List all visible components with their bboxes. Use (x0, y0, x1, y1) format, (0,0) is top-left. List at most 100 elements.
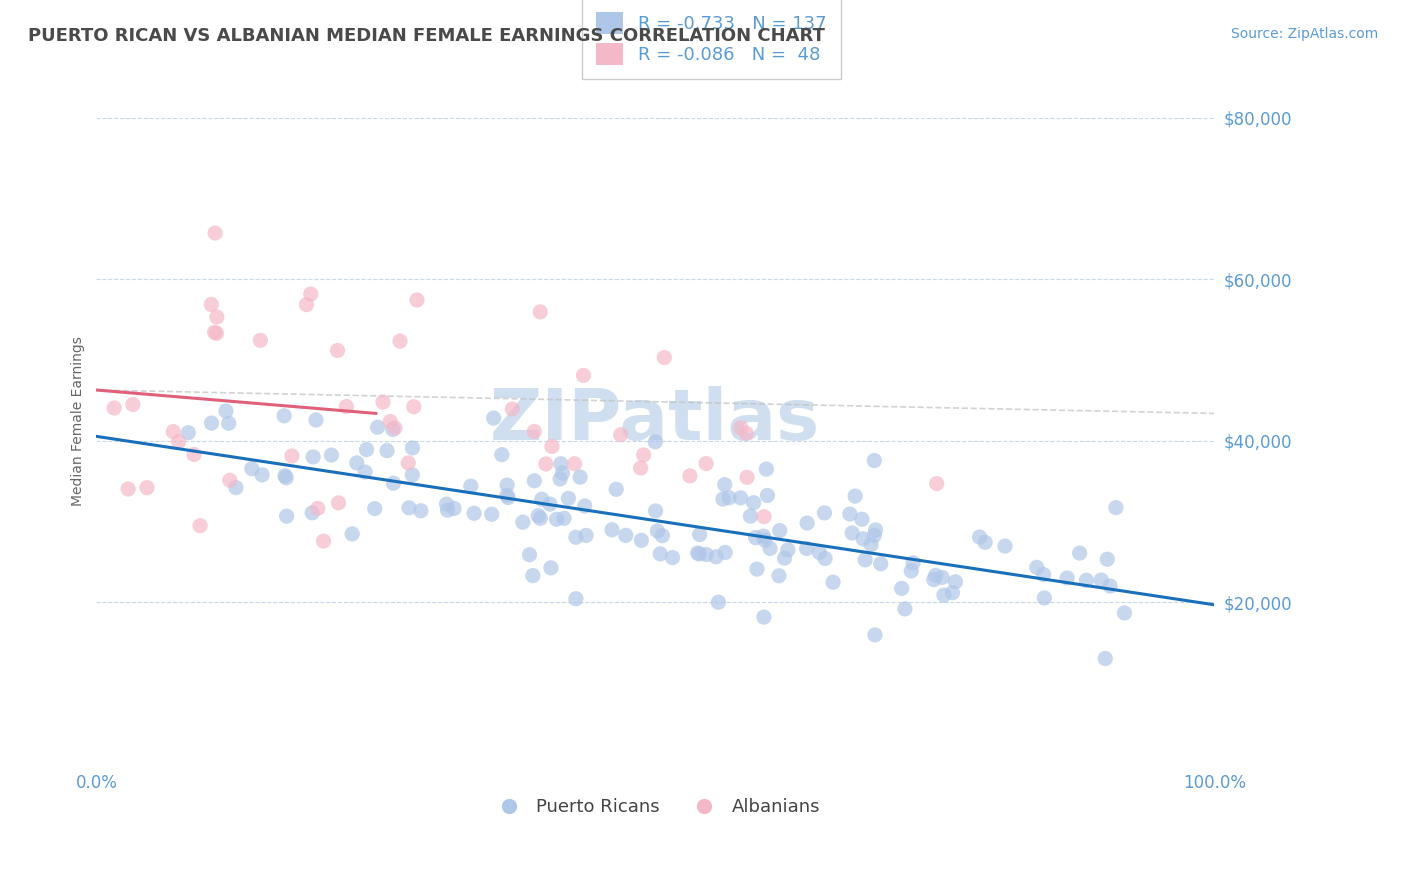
Point (305, 413, 328, 427)
Point (900, 564, 922, 578)
Point (301, 506, 323, 520)
Point (707, 595, 730, 609)
Point (661, 550, 683, 565)
Point (735, 426, 758, 441)
Point (302, 450, 325, 464)
Point (931, 570, 953, 584)
Point (378, 415, 401, 429)
Point (481, 508, 503, 522)
Point (204, 325, 226, 339)
Point (519, 548, 541, 562)
Point (162, 425, 184, 439)
Point (240, 461, 263, 475)
Point (686, 546, 709, 560)
Point (752, 610, 775, 624)
Point (654, 351, 676, 365)
Point (200, 416, 222, 430)
Point (647, 524, 669, 538)
Point (740, 509, 762, 524)
Text: Source: ZipAtlas.com: Source: ZipAtlas.com (1230, 27, 1378, 41)
Point (527, 508, 550, 523)
Point (922, 573, 945, 587)
Point (679, 468, 702, 483)
Point (218, 473, 240, 487)
Point (838, 507, 860, 521)
Point (538, 497, 561, 511)
Point (501, 402, 523, 417)
Point (401, 441, 423, 455)
Point (863, 528, 886, 542)
Point (689, 527, 711, 541)
Point (901, 556, 924, 570)
Point (136, 481, 159, 495)
Point (529, 305, 551, 319)
Point (121, 397, 143, 411)
Point (491, 448, 513, 462)
Point (117, 482, 139, 496)
Point (183, 447, 205, 461)
Point (575, 528, 598, 542)
Point (443, 501, 465, 516)
Point (695, 457, 717, 471)
Point (569, 470, 592, 484)
Point (346, 456, 368, 470)
Point (326, 343, 349, 358)
Point (894, 602, 917, 616)
Point (381, 422, 404, 436)
Point (776, 542, 799, 557)
Point (745, 562, 768, 576)
Point (823, 575, 845, 590)
Point (633, 448, 655, 462)
Point (565, 530, 588, 544)
Point (495, 488, 517, 502)
Point (1056, 571, 1078, 585)
Point (335, 400, 357, 414)
Text: PUERTO RICAN VS ALBANIAN MEDIAN FEMALE EARNINGS CORRELATION CHART: PUERTO RICAN VS ALBANIAN MEDIAN FEMALE E… (28, 27, 825, 45)
Point (650, 547, 672, 561)
Point (375, 443, 398, 458)
Point (496, 491, 519, 505)
Point (463, 506, 485, 520)
Point (869, 557, 891, 571)
Point (250, 467, 273, 482)
Point (312, 534, 335, 549)
Point (328, 496, 350, 510)
Point (714, 545, 737, 559)
Point (644, 434, 666, 449)
Point (522, 568, 544, 582)
Point (860, 538, 883, 552)
Point (551, 466, 574, 480)
Point (276, 509, 298, 524)
Point (436, 497, 458, 511)
Point (356, 442, 378, 457)
Point (718, 491, 741, 505)
Point (205, 310, 228, 324)
Point (167, 434, 190, 449)
Point (711, 491, 734, 506)
Point (644, 504, 666, 518)
Point (744, 531, 766, 545)
Point (695, 548, 717, 562)
Point (1069, 546, 1091, 560)
Point (754, 533, 776, 548)
Point (307, 501, 329, 516)
Point (273, 409, 295, 423)
Point (540, 561, 562, 575)
Point (844, 489, 866, 503)
Point (1094, 651, 1116, 665)
Point (541, 439, 564, 453)
Point (482, 411, 505, 425)
Point (564, 457, 586, 471)
Point (865, 523, 887, 537)
Point (614, 528, 637, 542)
Point (406, 293, 429, 307)
Point (688, 547, 710, 561)
Point (572, 368, 595, 383)
Point (752, 509, 775, 524)
Y-axis label: Median Female Earnings: Median Female Earnings (72, 335, 86, 506)
Point (367, 420, 389, 434)
Point (730, 491, 752, 505)
Point (609, 427, 631, 442)
Point (204, 226, 226, 240)
Point (496, 478, 519, 492)
